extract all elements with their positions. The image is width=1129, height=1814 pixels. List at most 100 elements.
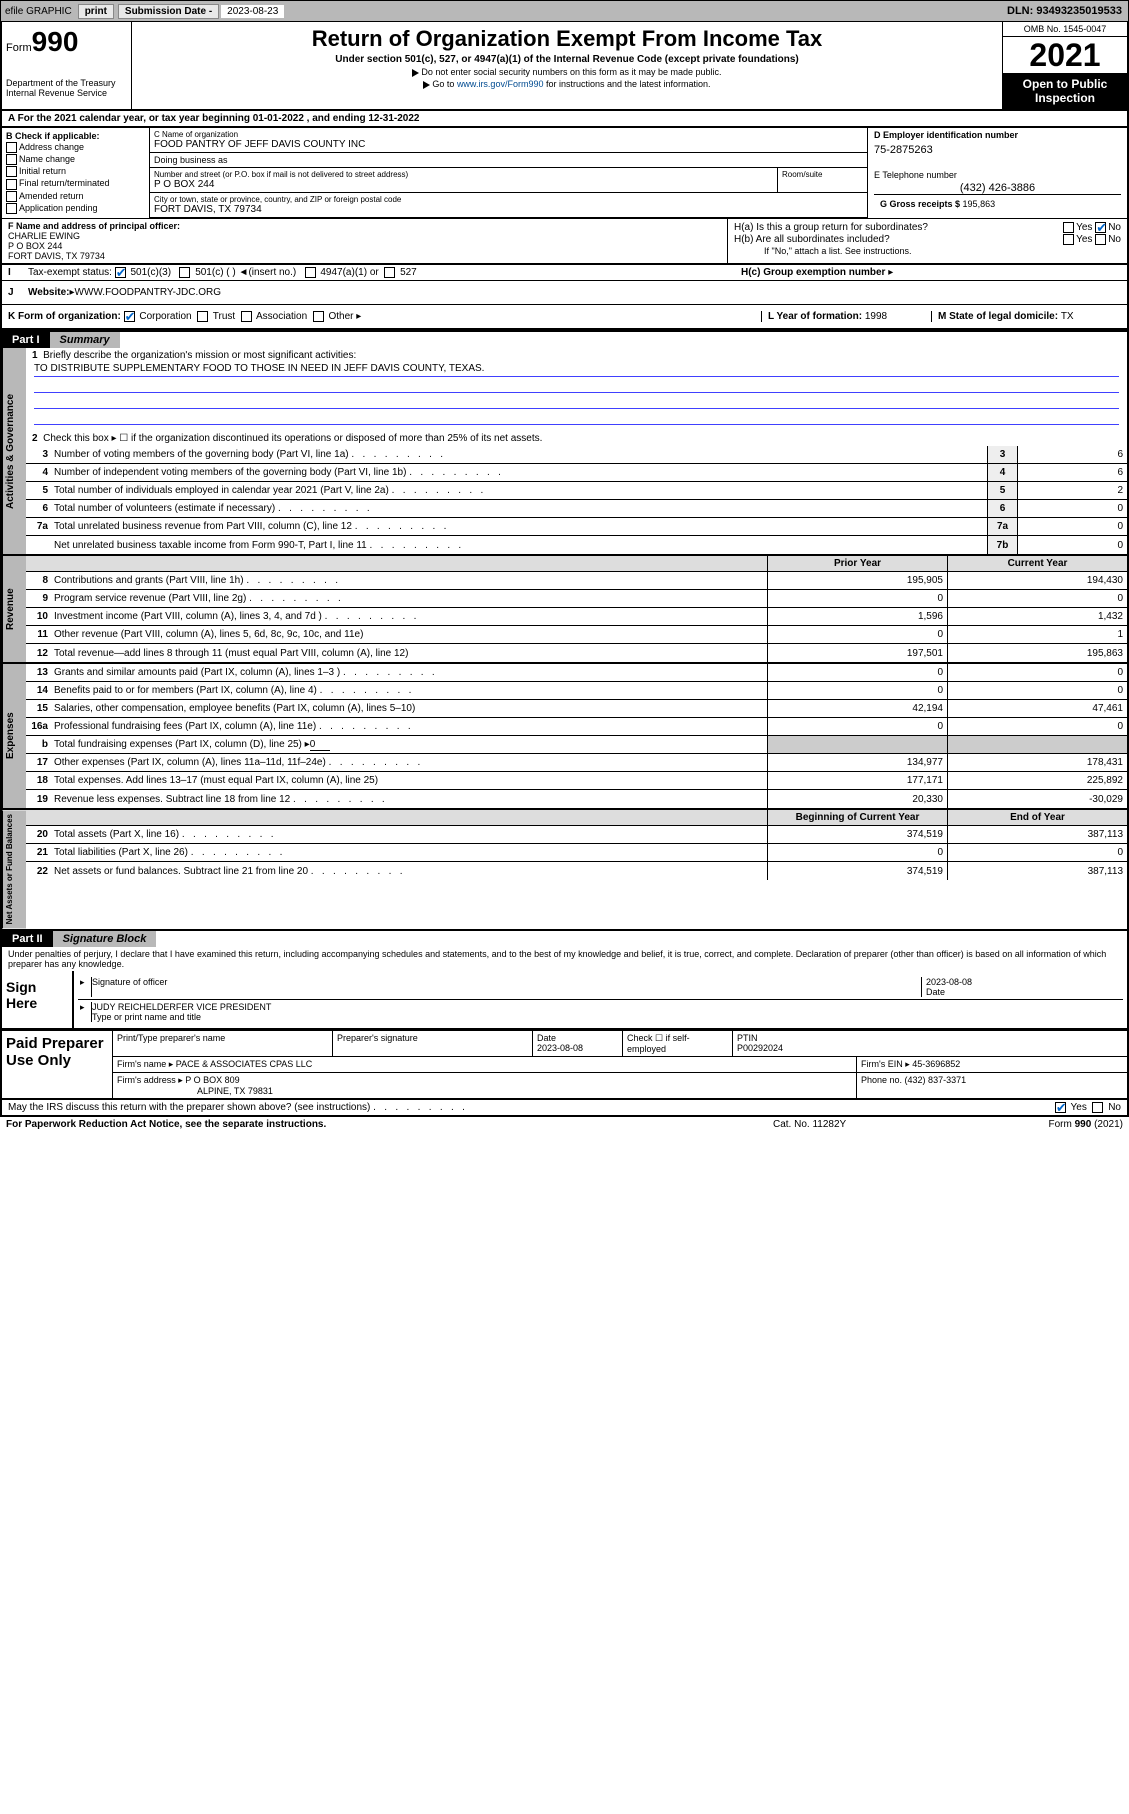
tax-year: 2021 xyxy=(1003,37,1127,73)
prior-year-hdr: Prior Year xyxy=(767,556,947,571)
line14-prior: 0 xyxy=(767,682,947,699)
checkbox-527[interactable] xyxy=(384,267,395,278)
sign-here-label: Sign Here xyxy=(2,971,72,1028)
checkbox-ha-yes[interactable] xyxy=(1063,222,1074,233)
suite-label: Room/suite xyxy=(777,168,867,192)
top-bar: efile GRAPHIC print Submission Date - 20… xyxy=(0,0,1129,22)
form-subtitle: Under section 501(c), 527, or 4947(a)(1)… xyxy=(136,54,998,65)
row-address: Number and street (or P.O. box if mail i… xyxy=(150,168,1127,218)
checkbox-trust[interactable] xyxy=(197,311,208,322)
efile-label: efile GRAPHIC xyxy=(1,6,76,17)
line4-label: Number of independent voting members of … xyxy=(54,465,987,480)
checkbox-501c3[interactable] xyxy=(115,267,126,278)
print-button[interactable]: print xyxy=(78,4,114,19)
trust-label: Trust xyxy=(213,311,235,322)
col-l-year: L Year of formation: 1998 xyxy=(761,311,931,322)
line14-label: Benefits paid to or for members (Part IX… xyxy=(54,682,767,699)
line7b-label: Net unrelated business taxable income fr… xyxy=(54,538,987,553)
checkbox-corp[interactable] xyxy=(124,311,135,322)
pra-notice: For Paperwork Reduction Act Notice, see … xyxy=(6,1119,773,1130)
checkbox-hb-yes[interactable] xyxy=(1063,234,1074,245)
row-c-name: C Name of organizationFOOD PANTRY OF JEF… xyxy=(150,128,1127,168)
line20-label: Total assets (Part X, line 16) xyxy=(54,826,767,843)
part2-header: Part IISignature Block xyxy=(0,931,1129,947)
501c-label: 501(c) ( ) xyxy=(195,267,238,278)
checkbox-501c[interactable] xyxy=(179,267,190,278)
line7b-value: 0 xyxy=(1017,536,1127,554)
state-domicile-label: M State of legal domicile: xyxy=(938,311,1061,322)
line3-value: 6 xyxy=(1017,446,1127,463)
line9-current: 0 xyxy=(947,590,1127,607)
line1-label: Briefly describe the organization's miss… xyxy=(43,350,356,361)
arrow-icon xyxy=(412,69,419,77)
row-a-tax-year: A For the 2021 calendar year, or tax yea… xyxy=(0,111,1129,128)
self-employed-check: Check ☐ if self-employed xyxy=(623,1031,733,1056)
website-value: WWW.FOODPANTRY-JDC.ORG xyxy=(75,287,221,298)
mission-line xyxy=(34,411,1119,425)
checkbox-ha-no[interactable] xyxy=(1095,222,1106,233)
officer-label: F Name and address of principal officer: xyxy=(8,221,721,231)
assoc-label: Association xyxy=(256,311,307,322)
checkbox-name-change[interactable] xyxy=(6,154,17,165)
checkbox-hb-no[interactable] xyxy=(1095,234,1106,245)
org-name-label: C Name of organization xyxy=(154,130,863,139)
yes-label: Yes xyxy=(1076,234,1092,245)
line21-boy: 0 xyxy=(767,844,947,861)
prep-date-value: 2023-08-08 xyxy=(537,1043,618,1053)
hb-note: If "No," attach a list. See instructions… xyxy=(734,246,1121,256)
submission-date-label: Submission Date - xyxy=(118,4,219,19)
summary-netassets: Net Assets or Fund Balances Beginning of… xyxy=(0,810,1129,930)
line16b-value: 0 xyxy=(310,739,330,751)
line13-label: Grants and similar amounts paid (Part IX… xyxy=(54,664,767,681)
state-domicile-value: TX xyxy=(1061,311,1074,322)
form-number: 990 xyxy=(32,26,79,57)
line19-current: -30,029 xyxy=(947,790,1127,808)
officer-addr2: FORT DAVIS, TX 79734 xyxy=(8,251,721,261)
sig-name-title-label: Type or print name and title xyxy=(92,1012,1121,1022)
gross-value: 195,863 xyxy=(963,199,996,209)
line17-current: 178,431 xyxy=(947,754,1127,771)
checkbox-discuss-yes[interactable] xyxy=(1055,1102,1066,1113)
line15-label: Salaries, other compensation, employee b… xyxy=(54,700,767,717)
line3-label: Number of voting members of the governin… xyxy=(54,447,987,462)
line11-prior: 0 xyxy=(767,626,947,643)
checkbox-addr-change[interactable] xyxy=(6,142,17,153)
line22-eoy: 387,113 xyxy=(947,862,1127,880)
form-header: Form990 Department of the Treasury Inter… xyxy=(0,22,1129,111)
irs-link[interactable]: www.irs.gov/Form990 xyxy=(457,79,544,89)
checkbox-initial[interactable] xyxy=(6,166,17,177)
city-value: FORT DAVIS, TX 79734 xyxy=(154,204,863,215)
line12-label: Total revenue—add lines 8 through 11 (mu… xyxy=(54,644,767,662)
line15-current: 47,461 xyxy=(947,700,1127,717)
open-public-badge: Open to Public Inspection xyxy=(1003,73,1127,109)
checkbox-final[interactable] xyxy=(6,179,17,190)
part2-title: Signature Block xyxy=(53,931,157,947)
line5-label: Total number of individuals employed in … xyxy=(54,483,987,498)
colb-title: B Check if applicable: xyxy=(6,131,145,141)
line16b-label: Total fundraising expenses (Part IX, col… xyxy=(54,739,310,750)
row-klm: K Form of organization: Corporation Trus… xyxy=(0,305,1129,330)
checkbox-other[interactable] xyxy=(313,311,324,322)
footer-may-discuss: May the IRS discuss this return with the… xyxy=(0,1100,1129,1117)
part1-header: Part ISummary xyxy=(0,330,1129,348)
col-g-gross: G Gross receipts $ 195,863 xyxy=(874,194,1121,213)
prep-date-label: Date xyxy=(537,1033,618,1043)
lbl-app-pending: Application pending xyxy=(19,203,98,213)
line7a-value: 0 xyxy=(1017,518,1127,535)
checkbox-assoc[interactable] xyxy=(241,311,252,322)
yes-label: Yes xyxy=(1076,222,1092,233)
mission-text: TO DISTRIBUTE SUPPLEMENTARY FOOD TO THOS… xyxy=(34,363,1119,377)
vlabel-netassets: Net Assets or Fund Balances xyxy=(2,810,26,928)
line16a-label: Professional fundraising fees (Part IX, … xyxy=(54,718,767,735)
tax-status-label: Tax-exempt status: xyxy=(28,267,112,278)
line18-label: Total expenses. Add lines 13–17 (must eq… xyxy=(54,772,767,789)
checkbox-4947[interactable] xyxy=(305,267,316,278)
checkbox-app-pending[interactable] xyxy=(6,203,17,214)
form-word: Form xyxy=(6,42,32,54)
prep-name-label: Print/Type preparer's name xyxy=(113,1031,333,1056)
form-org-label: K Form of organization: xyxy=(8,311,121,322)
firm-phone-value: (432) 837-3371 xyxy=(905,1075,967,1085)
checkbox-amended[interactable] xyxy=(6,191,17,202)
line13-prior: 0 xyxy=(767,664,947,681)
checkbox-discuss-no[interactable] xyxy=(1092,1102,1103,1113)
